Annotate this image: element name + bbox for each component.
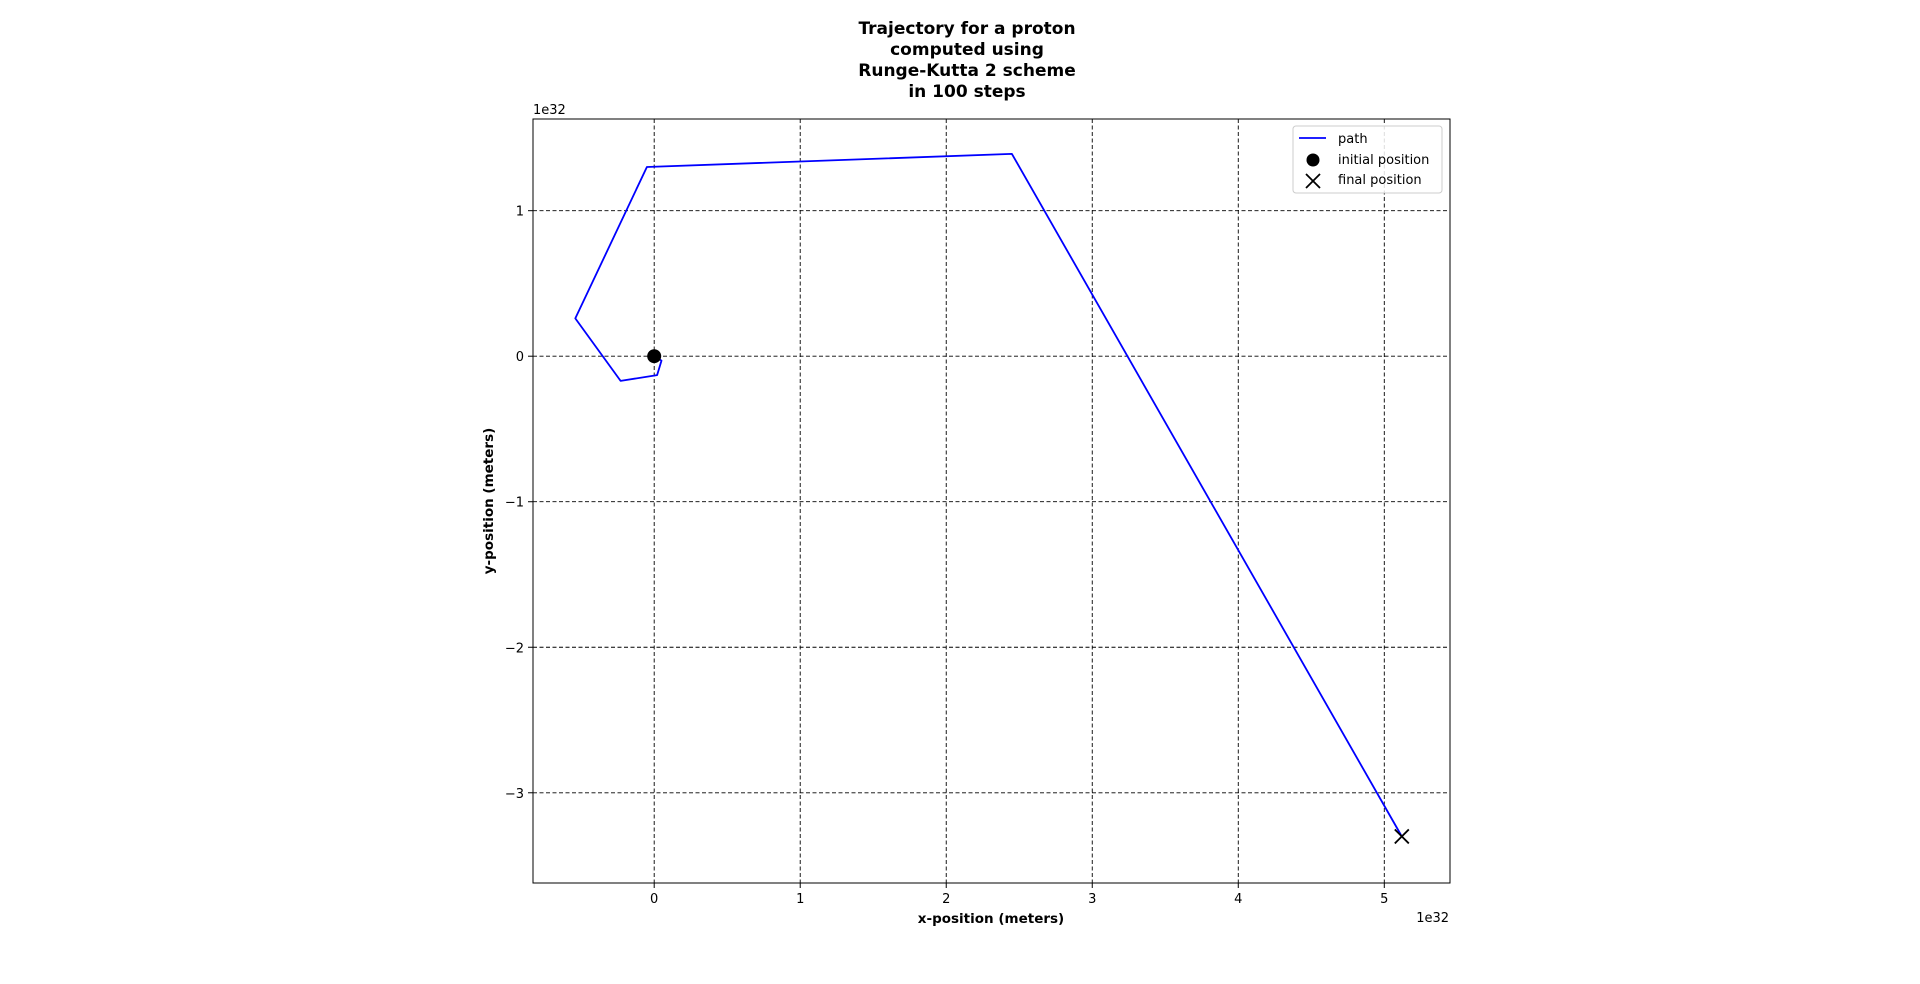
- y-tick-label: 1: [516, 205, 524, 220]
- x-tick-label: 0: [650, 892, 658, 907]
- legend-initial-swatch: [1306, 153, 1320, 167]
- x-tick-label: 2: [942, 892, 950, 907]
- final-position-marker: [1394, 828, 1410, 845]
- grid: [533, 119, 1450, 883]
- x-tick-label: 4: [1234, 892, 1242, 907]
- y-offset-text: 1e32: [533, 103, 566, 118]
- plot-frame: [532, 118, 1451, 884]
- x-tick-label: 3: [1088, 892, 1096, 907]
- x-axis-label: x-position (meters): [918, 911, 1064, 927]
- y-tick-label: −2: [505, 641, 524, 656]
- x-offset-text: 1e32: [1416, 911, 1449, 926]
- y-tick-label: 0: [516, 350, 524, 365]
- title-line-2: computed using: [890, 40, 1044, 60]
- x-tick-label: 1: [796, 892, 804, 907]
- initial-position-marker: [647, 349, 662, 364]
- legend-initial-label: initial position: [1338, 153, 1429, 168]
- axis-ticks: 0 1 2 3 4 5 1 0 −1 −2 −3: [505, 205, 1389, 907]
- legend-final-label: final position: [1338, 173, 1422, 188]
- title-line-4: in 100 steps: [908, 82, 1025, 102]
- legend-box: [1292, 125, 1443, 194]
- x-tick-label: 5: [1380, 892, 1388, 907]
- plot-data: [574, 152, 1410, 845]
- y-axis-label: y-position (meters): [481, 428, 497, 575]
- chart-title: Trajectory for a proton computed using R…: [858, 19, 1076, 102]
- y-tick-label: −3: [505, 787, 524, 802]
- legend: path initial position final position: [1292, 125, 1443, 194]
- y-tick-label: −1: [505, 496, 524, 511]
- series-line-path: [574, 152, 1403, 837]
- title-line-1: Trajectory for a proton: [858, 19, 1075, 39]
- legend-path-label: path: [1338, 132, 1368, 147]
- title-line-3: Runge-Kutta 2 scheme: [858, 61, 1076, 81]
- legend-final-swatch: [1305, 173, 1321, 189]
